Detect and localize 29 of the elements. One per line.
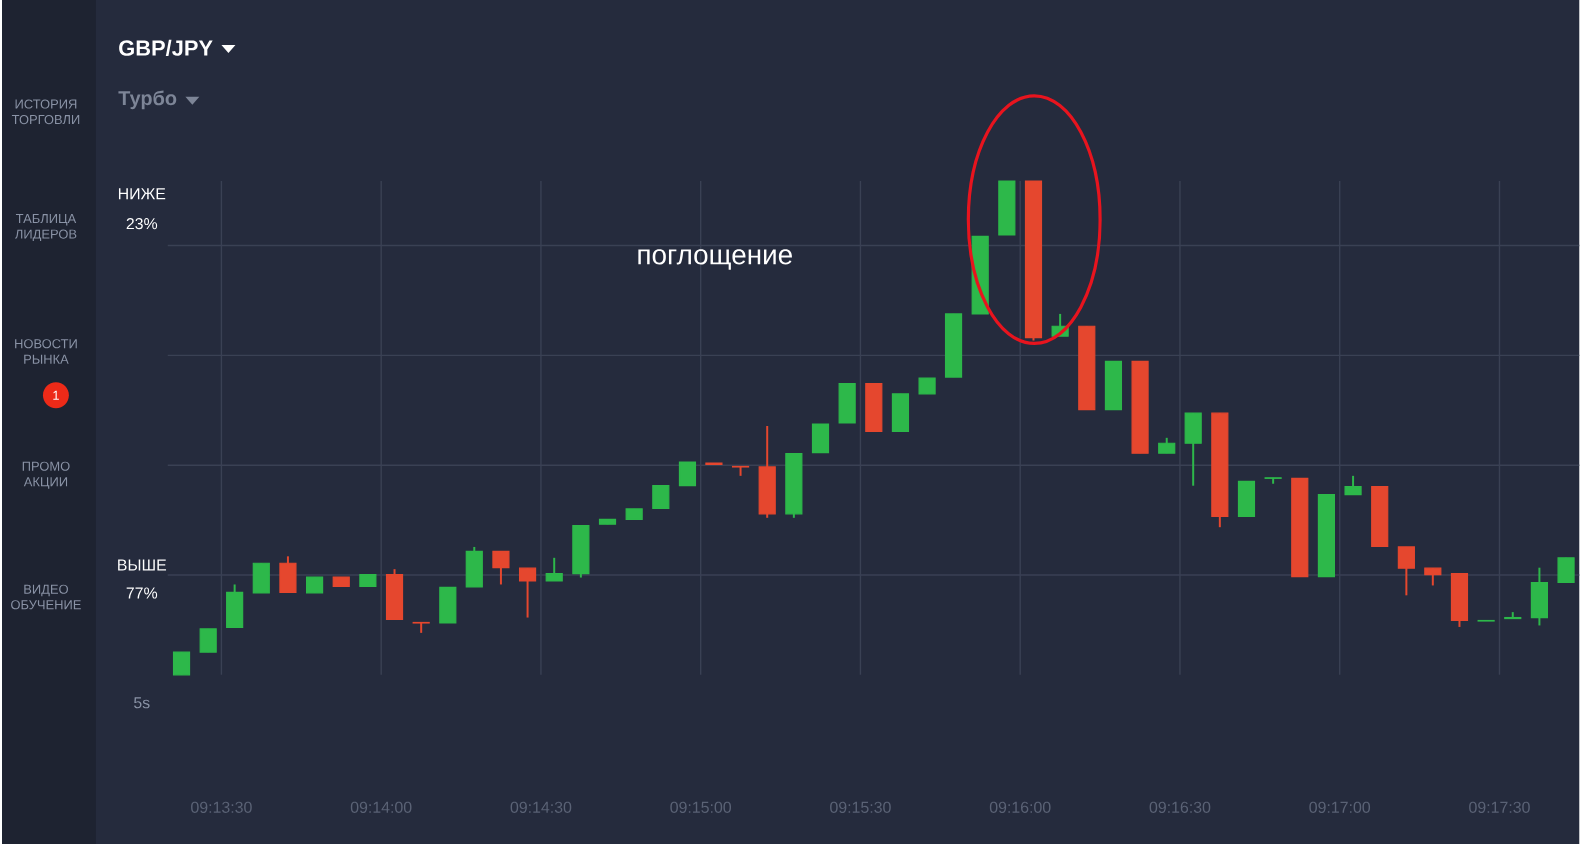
candlestick <box>1450 572 1469 628</box>
candlestick <box>465 545 483 588</box>
candlestick <box>678 461 697 487</box>
candlestick <box>279 555 297 594</box>
candlestick <box>865 382 883 432</box>
candlestick <box>385 567 404 621</box>
candlestick <box>838 382 856 424</box>
chart-title: GBP/JPY <box>119 39 213 56</box>
candlestick <box>492 550 510 586</box>
candlestick <box>891 393 910 432</box>
candlestick <box>1344 474 1362 496</box>
candlestick <box>811 423 830 453</box>
chart-subtitle: Турбо <box>118 90 177 109</box>
candlestick <box>572 524 590 579</box>
candlestick <box>172 651 191 676</box>
candlestick <box>199 628 217 653</box>
candlestick <box>252 561 270 594</box>
candlestick <box>518 566 537 619</box>
candlestick <box>1237 480 1256 517</box>
candlestick <box>652 484 670 509</box>
candlestick <box>545 556 563 582</box>
candlestick <box>439 586 457 624</box>
candlestick <box>1184 411 1202 487</box>
candlestick <box>758 424 776 519</box>
candlestick <box>226 583 244 629</box>
annotation: поглощение <box>638 249 792 270</box>
candlestick <box>1557 556 1575 583</box>
candlestick <box>1530 566 1548 627</box>
candlestick <box>1397 545 1415 597</box>
